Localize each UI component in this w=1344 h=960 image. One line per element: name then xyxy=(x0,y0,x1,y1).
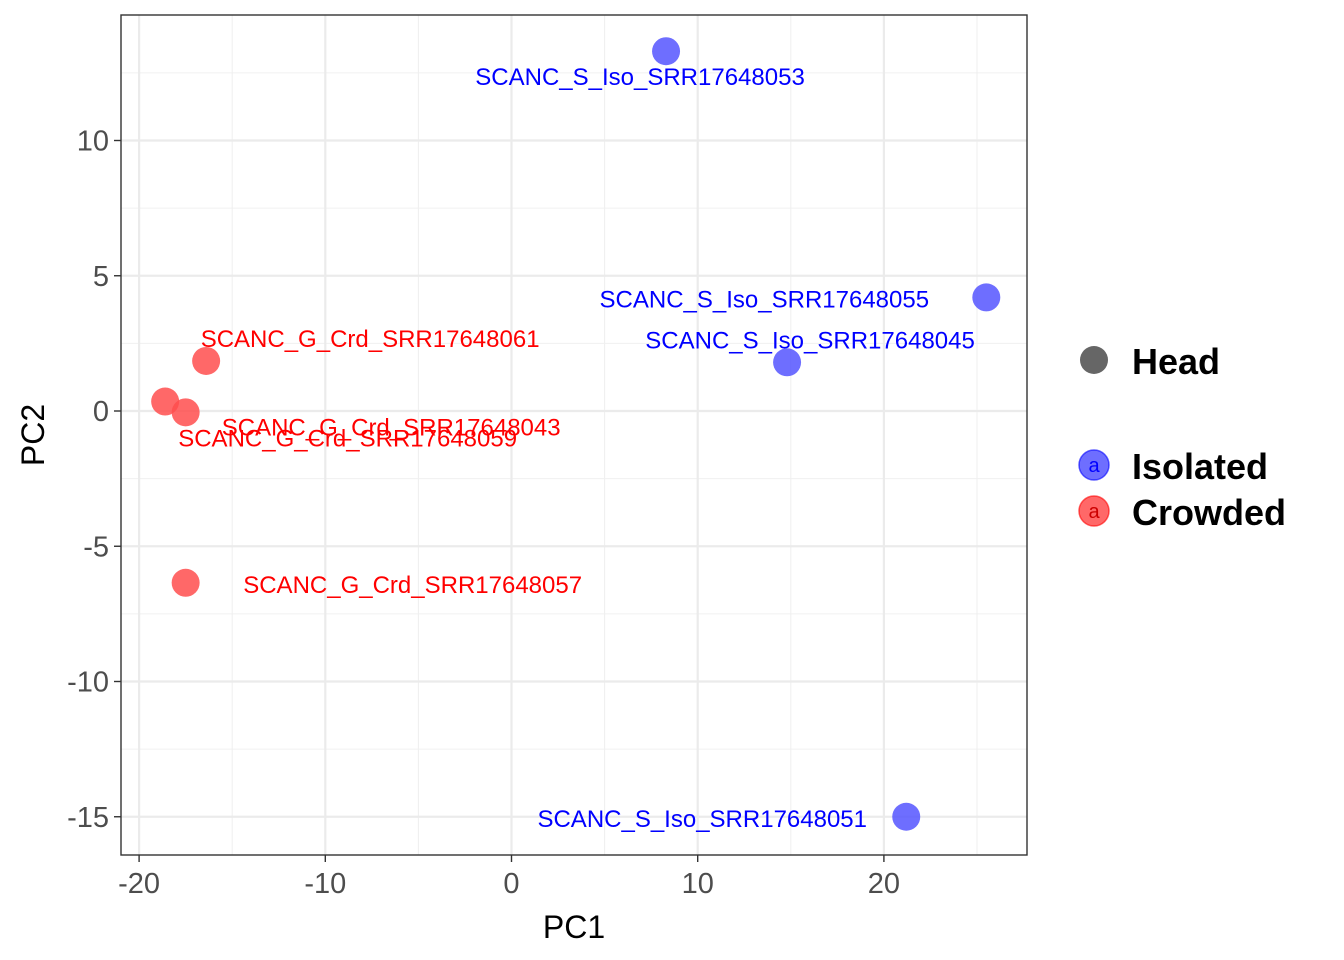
legend-isolated-label: Isolated xyxy=(1132,446,1268,487)
point-label-isolated: SCANC_S_Iso_SRR17648055 xyxy=(600,286,930,313)
point-label-isolated: SCANC_S_Iso_SRR17648045 xyxy=(645,327,975,354)
legend-crowded-label: Crowded xyxy=(1132,492,1286,533)
point-label-isolated: SCANC_S_Iso_SRR17648051 xyxy=(537,806,867,833)
major-gridlines xyxy=(121,15,1027,855)
y-tick-label: 0 xyxy=(93,396,109,428)
x-tick-label: 0 xyxy=(503,868,519,900)
y-axis: -15 -10 -5 0 5 10 xyxy=(67,126,121,834)
point-isolated xyxy=(972,283,1001,312)
legend-head-label: Head xyxy=(1132,341,1220,382)
legend-head-shape-key xyxy=(1080,346,1108,374)
legend-isolated-key xyxy=(1078,449,1110,481)
x-axis-title: PC1 xyxy=(543,909,605,945)
point-crowded xyxy=(171,398,200,427)
point-labels: SCANC_S_Iso_SRR17648053 SCANC_S_Iso_SRR17… xyxy=(178,64,975,833)
legend-crowded-key xyxy=(1078,495,1110,527)
legend: Head a Isolated a Crowded xyxy=(1078,341,1286,533)
y-tick-label: -10 xyxy=(67,667,109,699)
point-label-crowded: SCANC_G_Crd_SRR17648061 xyxy=(201,326,540,353)
x-axis: -20 -10 0 10 20 xyxy=(118,855,900,900)
x-tick-label: 10 xyxy=(682,868,714,900)
y-tick-label: 5 xyxy=(93,261,109,293)
plot-panel xyxy=(121,15,1027,855)
minor-gridlines xyxy=(121,15,1027,855)
legend-isolated-key-glyph: a xyxy=(1088,455,1100,477)
point-isolated xyxy=(892,802,921,831)
point-isolated xyxy=(773,348,802,377)
point-isolated xyxy=(652,37,681,66)
plot-panel-border xyxy=(120,14,1028,856)
point-crowded xyxy=(151,387,180,416)
data-points xyxy=(151,37,1001,831)
point-label-crowded: SCANC_G_Crd_SRR17648057 xyxy=(243,572,582,599)
y-tick-label: 10 xyxy=(77,126,109,158)
y-axis-title: PC2 xyxy=(15,404,51,466)
point-crowded xyxy=(171,568,200,597)
x-tick-label: -10 xyxy=(304,868,346,900)
point-label-crowded: SCANC_G_Crd_SRR17648043 xyxy=(222,415,561,442)
x-tick-label: -20 xyxy=(118,868,160,900)
point-label-isolated: SCANC_S_Iso_SRR17648053 xyxy=(475,64,805,91)
y-tick-label: -15 xyxy=(67,802,109,834)
y-tick-label: -5 xyxy=(83,531,109,563)
point-crowded xyxy=(192,346,221,375)
point-label-crowded: SCANC_G_Crd_SRR17648059 xyxy=(178,425,517,452)
legend-crowded-key-glyph: a xyxy=(1088,501,1100,523)
x-tick-label: 20 xyxy=(868,868,900,900)
